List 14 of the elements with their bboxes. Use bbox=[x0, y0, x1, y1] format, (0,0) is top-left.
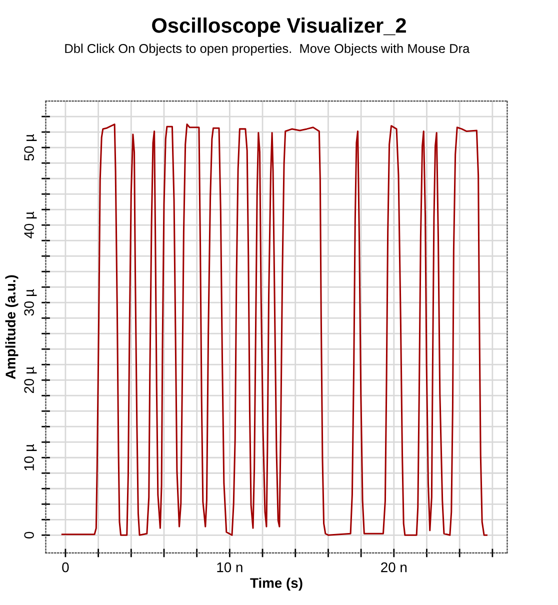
x-tick-label: 10 n bbox=[217, 562, 242, 572]
y-tick-label: 50 µ bbox=[24, 134, 37, 161]
x-axis-title: Time (s) bbox=[250, 578, 302, 591]
y-tick-label: 20 µ bbox=[24, 366, 37, 394]
y-tick-label: 10 µ bbox=[24, 444, 37, 470]
y-tick-label: 30 µ bbox=[24, 289, 37, 316]
x-tick-label: 0 bbox=[62, 562, 69, 572]
y-tick-label: 40 µ bbox=[24, 212, 37, 238]
y-tick-label: 0 bbox=[24, 532, 34, 538]
y-axis-title: Amplitude (a.u.) bbox=[5, 275, 18, 380]
chart-subtitle: Dbl Click On Objects to open properties. Move Objects with Mouse Dra bbox=[65, 44, 470, 56]
line-series bbox=[61, 124, 488, 536]
chart-title: Oscilloscope Visualizer_2 bbox=[152, 18, 406, 37]
x-tick-label: 20 n bbox=[381, 562, 407, 572]
